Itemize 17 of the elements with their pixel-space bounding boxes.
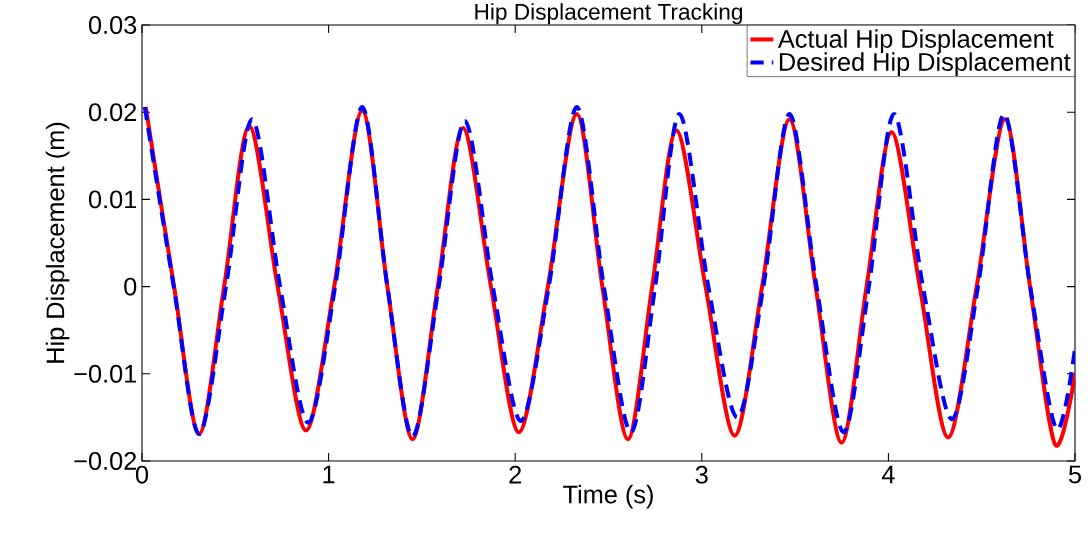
y-tick-label: 0.02 (88, 103, 137, 122)
x-tick-label: 2 (509, 465, 521, 484)
y-tick-label: 0 (124, 277, 137, 296)
y-axis-title: Hip Displacement (m) (45, 122, 70, 363)
y-tick-label: 0.03 (88, 16, 137, 34)
legend-label: Actual Hip Displacement (777, 29, 1054, 53)
x-tick-label: 0 (135, 465, 149, 484)
chart-title: Hip Displacement Tracking (475, 3, 743, 25)
y-tick-label: −0.01 (74, 364, 137, 383)
x-axis-title: Time (s) (563, 484, 653, 509)
x-tick-label: 1 (323, 465, 335, 484)
x-tick-label: 3 (695, 465, 708, 484)
x-tick-label: 5 (1068, 465, 1081, 484)
y-tick-label: 0.01 (88, 190, 137, 209)
legend-label: Desired Hip Displacement (779, 52, 1071, 76)
x-tick-label: 4 (881, 465, 895, 484)
y-tick-label: −0.02 (74, 452, 137, 470)
